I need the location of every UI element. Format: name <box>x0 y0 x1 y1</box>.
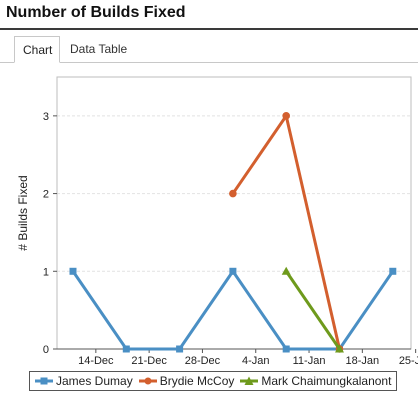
data-point <box>282 112 291 120</box>
legend-swatch <box>240 376 259 385</box>
legend-swatch <box>35 377 53 385</box>
data-point <box>69 267 77 275</box>
data-point <box>176 345 184 353</box>
y-tick-label: 0 <box>43 344 49 356</box>
series-line <box>284 270 341 350</box>
legend-item: Mark Chaimungkalanont <box>240 374 391 388</box>
legend-label: James Dumay <box>56 374 133 388</box>
data-point <box>282 345 290 353</box>
line-chart: 0 1 2 3 14-Dec 21-Dec 28-Dec 4-Jan 11-Jan 18-Jan 2… <box>16 76 418 367</box>
chart-area: 0 1 2 3 14-Dec 21-Dec 28-Dec 4-Jan 11-Jan 18-Jan 2… <box>0 63 418 403</box>
legend: James Dumay Brydie McCoy Mark Chaimungkala… <box>29 371 398 391</box>
tab-data-table[interactable]: Data Table <box>70 42 128 56</box>
y-tick-label: 2 <box>43 189 49 201</box>
x-tick-label: 14-Dec <box>78 355 114 367</box>
data-point <box>281 266 291 275</box>
series-line <box>71 269 395 351</box>
legend-item: Brydie McCoy <box>138 374 235 388</box>
series-line <box>231 114 341 350</box>
x-tick-label: 11-Jan <box>293 355 326 367</box>
x-tick-label: 25-Jan <box>399 355 418 367</box>
tab-divider <box>0 62 418 63</box>
y-axis-label: # Builds Fixed <box>16 175 30 250</box>
title-divider <box>0 28 418 30</box>
x-tick-label: 28-Dec <box>185 355 221 367</box>
page-title: Number of Builds Fixed <box>6 4 186 21</box>
data-point <box>122 345 130 353</box>
series <box>69 112 397 353</box>
tab-chart[interactable]: Chart <box>14 36 60 63</box>
plot-frame <box>56 76 412 350</box>
legend-label: Brydie McCoy <box>159 374 235 388</box>
data-point <box>389 267 397 275</box>
axes: 0 1 2 3 14-Dec 21-Dec 28-Dec 4-Jan 11-Jan 18-Jan 2… <box>43 111 418 367</box>
data-point <box>229 189 237 198</box>
legend-label: Mark Chaimungkalanont <box>261 374 392 388</box>
y-tick-label: 1 <box>43 266 49 278</box>
y-tick-label: 3 <box>43 111 49 123</box>
data-point <box>229 267 237 275</box>
legend-item: James Dumay <box>35 374 133 388</box>
data-point <box>335 344 344 353</box>
x-tick-label: 4-Jan <box>242 355 270 367</box>
tab-bar: Chart Data Table <box>0 36 418 63</box>
x-tick-label: 18-Jan <box>346 355 380 367</box>
x-tick-label: 21-Dec <box>131 355 167 367</box>
legend-swatch <box>138 377 157 385</box>
